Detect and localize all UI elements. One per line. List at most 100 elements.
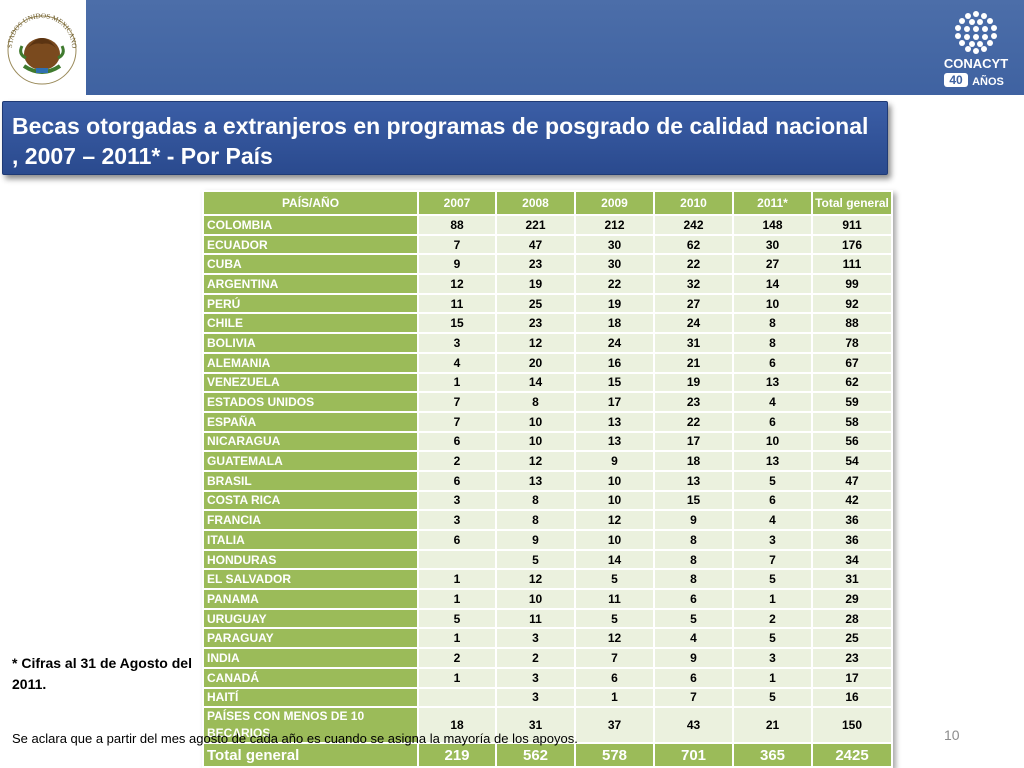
value-cell: 62 xyxy=(653,233,734,256)
value-cell: 3 xyxy=(495,686,576,709)
conacyt-badge-text: AÑOS xyxy=(972,75,1004,88)
table-row: INDIA 2 2 7 9 3 23 xyxy=(202,647,893,669)
value-cell: 17 xyxy=(574,391,655,413)
country-cell: CANADÁ xyxy=(202,666,419,689)
value-cell: 11 xyxy=(574,588,655,610)
value-cell: 9 xyxy=(653,647,734,669)
table-row: CHILE 15 23 18 24 8 88 xyxy=(202,312,893,335)
table-header-row: PAÍS/AÑO 2007 2008 2009 2010 2011* Total gener… xyxy=(202,190,893,216)
value-cell: 54 xyxy=(811,450,893,472)
value-cell: 3 xyxy=(495,666,576,689)
value-cell: 31 xyxy=(811,568,893,591)
value-cell: 12 xyxy=(495,450,576,472)
value-cell: 1 xyxy=(417,627,497,650)
value-cell: 7 xyxy=(417,233,497,256)
value-cell: 6 xyxy=(653,588,734,610)
value-cell: 9 xyxy=(495,529,576,551)
value-cell: 36 xyxy=(811,509,893,531)
column-header-country: PAÍS/AÑO xyxy=(202,190,419,216)
value-cell: 25 xyxy=(811,627,893,650)
country-cell: EL SALVADOR xyxy=(202,568,419,591)
value-cell: 1 xyxy=(417,568,497,591)
total-value-cell: 701 xyxy=(653,742,734,768)
table-row: NICARAGUA 6 10 13 17 10 56 xyxy=(202,430,893,453)
value-cell: 3 xyxy=(732,647,813,669)
value-cell: 5 xyxy=(417,607,497,630)
value-cell: 911 xyxy=(811,214,893,236)
country-cell: HAITÍ xyxy=(202,686,419,709)
table-row: PARAGUAY 1 3 12 4 5 25 xyxy=(202,627,893,650)
value-cell: 7 xyxy=(574,647,655,669)
value-cell: 8 xyxy=(495,509,576,531)
value-cell: 17 xyxy=(811,666,893,689)
value-cell: 6 xyxy=(417,469,497,492)
value-cell: 16 xyxy=(811,686,893,709)
table-row: ECUADOR 7 47 30 62 30 176 xyxy=(202,233,893,256)
value-cell: 148 xyxy=(732,214,813,236)
value-cell: 22 xyxy=(653,410,734,433)
value-cell: 3 xyxy=(417,489,497,512)
column-header-1: 2007 xyxy=(417,190,497,216)
value-cell: 4 xyxy=(417,351,497,374)
total-value-cell: 578 xyxy=(574,742,655,768)
table-body: COLOMBIA 88 221 212 242 148 911 ECUADOR 7 47 30 62 3… xyxy=(202,214,893,768)
value-cell: 18 xyxy=(653,450,734,472)
value-cell: 1 xyxy=(417,588,497,610)
value-cell: 17 xyxy=(653,430,734,453)
value-cell: 58 xyxy=(811,410,893,433)
table-row: VENEZUELA 1 14 15 19 13 62 xyxy=(202,371,893,394)
value-cell: 88 xyxy=(811,312,893,335)
total-row: Total general 219 562 578 701 365 2425 xyxy=(202,742,893,768)
value-cell: 67 xyxy=(811,351,893,374)
value-cell: 62 xyxy=(811,371,893,394)
value-cell: 22 xyxy=(653,253,734,276)
value-cell: 31 xyxy=(495,706,576,745)
value-cell: 12 xyxy=(574,509,655,531)
column-header-6: Total general xyxy=(811,190,893,216)
value-cell: 1 xyxy=(732,588,813,610)
column-header-2: 2008 xyxy=(495,190,576,216)
value-cell: 5 xyxy=(732,627,813,650)
becas-table: PAÍS/AÑO 2007 2008 2009 2010 2011* Total gener… xyxy=(202,190,893,768)
value-cell: 5 xyxy=(495,548,576,571)
value-cell: 5 xyxy=(732,568,813,591)
value-cell: 16 xyxy=(574,351,655,374)
country-cell: ESTADOS UNIDOS xyxy=(202,391,419,413)
value-cell: 1 xyxy=(417,666,497,689)
table-row: PANAMA 1 10 11 6 1 29 xyxy=(202,588,893,610)
table-row: HAITÍ 3 1 7 5 16 xyxy=(202,686,893,709)
value-cell: 29 xyxy=(811,588,893,610)
country-cell: BOLIVIA xyxy=(202,332,419,354)
value-cell: 34 xyxy=(811,548,893,571)
total-value-cell: 2425 xyxy=(811,742,893,768)
table-row: EL SALVADOR 1 12 5 8 5 31 xyxy=(202,568,893,591)
country-cell: HONDURAS xyxy=(202,548,419,571)
column-header-5: 2011* xyxy=(732,190,813,216)
value-cell: 2 xyxy=(417,450,497,472)
country-cell: CHILE xyxy=(202,312,419,335)
value-cell: 13 xyxy=(495,469,576,492)
value-cell: 14 xyxy=(732,273,813,295)
table-row: CUBA 9 23 30 22 27 111 xyxy=(202,253,893,276)
value-cell: 8 xyxy=(732,312,813,335)
value-cell: 21 xyxy=(653,351,734,374)
value-cell: 176 xyxy=(811,233,893,256)
country-cell: PANAMA xyxy=(202,588,419,610)
page-number: 10 xyxy=(944,727,960,743)
country-cell: ECUADOR xyxy=(202,233,419,256)
slide-title: Becas otorgadas a extranjeros en program… xyxy=(12,113,869,169)
value-cell: 150 xyxy=(811,706,893,745)
value-cell: 36 xyxy=(811,529,893,551)
value-cell: 8 xyxy=(653,529,734,551)
value-cell: 92 xyxy=(811,292,893,315)
value-cell: 12 xyxy=(495,332,576,354)
column-header-3: 2009 xyxy=(574,190,655,216)
value-cell: 59 xyxy=(811,391,893,413)
country-cell: COSTA RICA xyxy=(202,489,419,512)
value-cell: 23 xyxy=(653,391,734,413)
value-cell: 28 xyxy=(811,607,893,630)
value-cell: 242 xyxy=(653,214,734,236)
table-row: ITALIA 6 9 10 8 3 36 xyxy=(202,529,893,551)
value-cell: 3 xyxy=(732,529,813,551)
country-cell: PAÍSES CON MENOS DE 10 BECARIOS xyxy=(202,706,419,745)
